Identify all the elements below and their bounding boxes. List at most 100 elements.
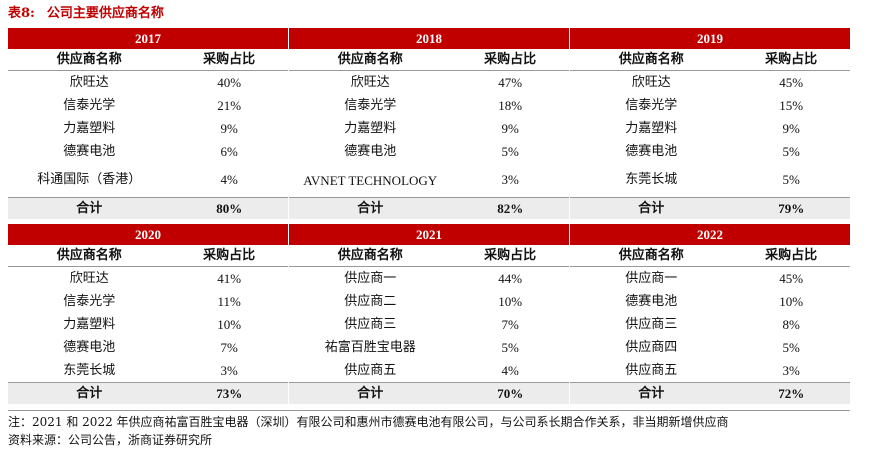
purchase-share: 9% bbox=[501, 121, 519, 136]
supplier-name: 欣旺达 bbox=[631, 75, 671, 90]
column-header-supplier: 供应商名称 bbox=[56, 248, 122, 263]
bottom-divider bbox=[8, 410, 850, 411]
total-row: 合计 73% bbox=[8, 382, 288, 404]
table-row: 供应商四 5% bbox=[570, 336, 850, 359]
table-block-bottom: 2020 供应商名称 采购占比 欣旺达 41% 信泰光学 11% 力嘉塑料 10% 德赛电池 7% 东… bbox=[8, 224, 850, 404]
supplier-name: 欣旺达 bbox=[69, 271, 109, 286]
total-label: 合计 bbox=[76, 386, 103, 401]
table-row: 欣旺达 45% bbox=[570, 71, 850, 94]
supplier-name: 供应商五 bbox=[625, 363, 678, 378]
total-value: 70% bbox=[497, 386, 524, 401]
column-header-supplier: 供应商名称 bbox=[618, 248, 684, 263]
supplier-name: 供应商三 bbox=[344, 317, 397, 332]
purchase-share: 6% bbox=[220, 144, 238, 159]
table-row: 信泰光学 21% bbox=[8, 94, 288, 117]
column-header-supplier: 供应商名称 bbox=[56, 52, 122, 67]
total-label: 合计 bbox=[76, 201, 103, 216]
purchase-share: 47% bbox=[498, 75, 523, 90]
supplier-name: 供应商四 bbox=[625, 340, 678, 355]
year-header: 2017 bbox=[8, 28, 288, 49]
purchase-share: 3% bbox=[220, 363, 238, 378]
purchase-share: 5% bbox=[782, 172, 800, 187]
table-row: 德赛电池 5% bbox=[289, 140, 569, 163]
table-row: 东莞长城 5% bbox=[570, 163, 850, 197]
total-label: 合计 bbox=[357, 386, 384, 401]
supplier-name: 信泰光学 bbox=[625, 98, 678, 113]
column-header-row: 供应商名称 采购占比 bbox=[570, 49, 850, 71]
table-row: 德赛电池 10% bbox=[570, 290, 850, 313]
total-value: 73% bbox=[216, 386, 243, 401]
supplier-name: 欣旺达 bbox=[69, 75, 109, 90]
purchase-share: 40% bbox=[217, 75, 242, 90]
supplier-name: 祐富百胜宝电器 bbox=[324, 340, 416, 355]
table-row: 信泰光学 18% bbox=[289, 94, 569, 117]
year-header: 2018 bbox=[289, 28, 569, 49]
table-row: 供应商五 3% bbox=[570, 359, 850, 382]
column-header-share: 采购占比 bbox=[484, 52, 537, 67]
column-header-row: 供应商名称 采购占比 bbox=[8, 245, 288, 267]
purchase-share: 9% bbox=[220, 121, 238, 136]
purchase-share: 11% bbox=[217, 294, 241, 309]
supplier-name: 德赛电池 bbox=[63, 144, 116, 159]
supplier-name: 德赛电池 bbox=[344, 144, 397, 159]
purchase-share: 41% bbox=[217, 271, 242, 286]
column-header-supplier: 供应商名称 bbox=[337, 52, 403, 67]
supplier-name: 力嘉塑料 bbox=[344, 121, 397, 136]
purchase-share: 3% bbox=[501, 172, 519, 187]
supplier-name: 信泰光学 bbox=[63, 294, 116, 309]
table-row: 供应商二 10% bbox=[289, 290, 569, 313]
column-header-row: 供应商名称 采购占比 bbox=[8, 49, 288, 71]
column-header-share: 采购占比 bbox=[765, 248, 818, 263]
supplier-name: 德赛电池 bbox=[625, 144, 678, 159]
purchase-share: 7% bbox=[220, 340, 238, 355]
total-label: 合计 bbox=[357, 201, 384, 216]
purchase-share: 8% bbox=[782, 317, 800, 332]
total-value: 82% bbox=[497, 201, 524, 216]
column-header-row: 供应商名称 采购占比 bbox=[570, 245, 850, 267]
year-panel-2022: 2022 供应商名称 采购占比 供应商一 45% 德赛电池 10% 供应商三 8% 供应商四 5% 供… bbox=[570, 224, 850, 404]
purchase-share: 5% bbox=[782, 144, 800, 159]
purchase-share: 5% bbox=[782, 340, 800, 355]
table-row: 欣旺达 40% bbox=[8, 71, 288, 94]
column-header-share: 采购占比 bbox=[203, 248, 256, 263]
year-header: 2020 bbox=[8, 224, 288, 245]
total-row: 合计 80% bbox=[8, 197, 288, 219]
table-row: 欣旺达 41% bbox=[8, 267, 288, 290]
year-panel-2020: 2020 供应商名称 采购占比 欣旺达 41% 信泰光学 11% 力嘉塑料 10% 德赛电池 7% 东… bbox=[8, 224, 289, 404]
supplier-name: 供应商一 bbox=[625, 271, 678, 286]
table-row: 信泰光学 15% bbox=[570, 94, 850, 117]
total-value: 80% bbox=[216, 201, 243, 216]
table-row: 供应商三 8% bbox=[570, 313, 850, 336]
table-row: 德赛电池 6% bbox=[8, 140, 288, 163]
purchase-share: 5% bbox=[501, 144, 519, 159]
supplier-name: AVNET TECHNOLOGY bbox=[303, 172, 438, 188]
table-row: 供应商五 4% bbox=[289, 359, 569, 382]
table-row: 供应商一 44% bbox=[289, 267, 569, 290]
total-row: 合计 70% bbox=[289, 382, 569, 404]
table-row: 祐富百胜宝电器 5% bbox=[289, 336, 569, 359]
table-row: 供应商三 7% bbox=[289, 313, 569, 336]
purchase-share: 9% bbox=[782, 121, 800, 136]
purchase-share: 45% bbox=[779, 271, 804, 286]
year-header: 2019 bbox=[570, 28, 850, 49]
total-row: 合计 82% bbox=[289, 197, 569, 219]
supplier-name: 供应商五 bbox=[344, 363, 397, 378]
purchase-share: 10% bbox=[217, 317, 242, 332]
purchase-share: 18% bbox=[498, 98, 523, 113]
table-number: 表8: bbox=[8, 6, 35, 21]
table-row: 力嘉塑料 10% bbox=[8, 313, 288, 336]
purchase-share: 45% bbox=[779, 75, 804, 90]
supplier-name: 力嘉塑料 bbox=[63, 317, 116, 332]
year-panel-2017: 2017 供应商名称 采购占比 欣旺达 40% 信泰光学 21% 力嘉塑料 9% 德赛电池 6% 科通… bbox=[8, 28, 289, 219]
column-header-supplier: 供应商名称 bbox=[337, 248, 403, 263]
supplier-name: 德赛电池 bbox=[63, 340, 116, 355]
year-header: 2022 bbox=[570, 224, 850, 245]
year-panel-2019: 2019 供应商名称 采购占比 欣旺达 45% 信泰光学 15% 力嘉塑料 9% 德赛电池 5% 东莞… bbox=[570, 28, 850, 219]
table-row: 科通国际（香港） 4% bbox=[8, 163, 288, 197]
footnote: 注：2021 和 2022 年供应商祐富百胜宝电器（深圳）有限公司和惠州市德赛电… bbox=[8, 415, 729, 429]
year-panel-2021: 2021 供应商名称 采购占比 供应商一 44% 供应商二 10% 供应商三 7% 祐富百胜宝电器… bbox=[289, 224, 570, 404]
table-block-top: 2017 供应商名称 采购占比 欣旺达 40% 信泰光学 21% 力嘉塑料 9% 德赛电池 6% 科通… bbox=[8, 28, 850, 219]
table-row: 力嘉塑料 9% bbox=[570, 117, 850, 140]
table-row: 力嘉塑料 9% bbox=[289, 117, 569, 140]
purchase-share: 4% bbox=[220, 172, 238, 187]
